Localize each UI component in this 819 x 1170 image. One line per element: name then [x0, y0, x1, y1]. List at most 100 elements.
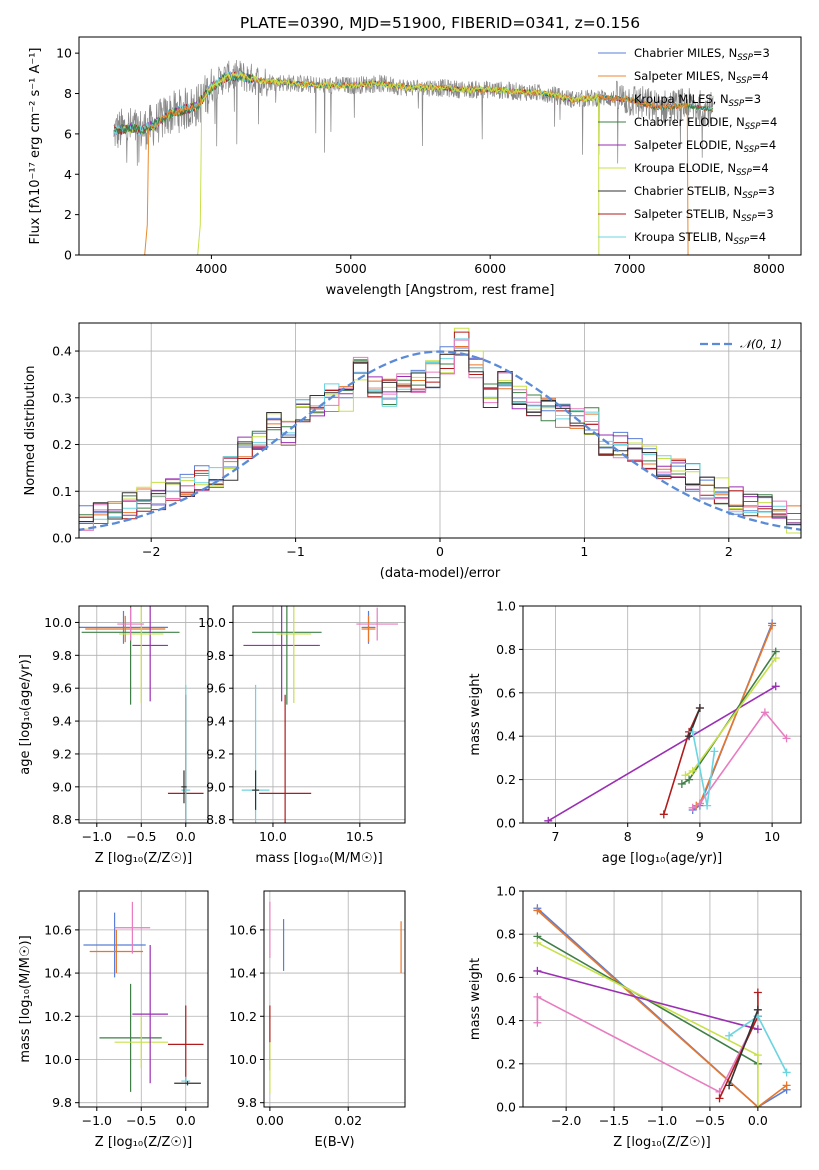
plus-marker — [533, 992, 542, 1001]
y-tick-label: 9.2 — [206, 746, 226, 761]
x-tick-label: 10 — [764, 829, 780, 844]
x-tick-label: −1 — [286, 544, 304, 559]
plus-marker — [533, 938, 542, 947]
y-tick-label: 6 — [64, 126, 72, 141]
y-tick-label: 10.0 — [198, 615, 226, 630]
normal-curve-line — [79, 350, 801, 531]
y-tick-label: 9.0 — [52, 779, 72, 794]
y-tick-label: 0.3 — [52, 390, 72, 405]
axes-frame — [78, 605, 209, 824]
figure-title: PLATE=0390, MJD=51900, FIBERID=0341, z=0… — [240, 14, 640, 32]
y-tick-label: 9.6 — [52, 681, 72, 696]
x-tick-label: 0.0 — [176, 829, 196, 844]
plot-area — [533, 904, 791, 1107]
plot-area — [79, 606, 204, 823]
x-tick-label: 2 — [725, 544, 733, 559]
plot-area — [83, 901, 204, 1092]
plus-marker — [760, 708, 769, 717]
axes-frame — [78, 36, 802, 256]
plus-marker — [725, 1081, 734, 1090]
plus-marker — [544, 816, 553, 823]
mass-weight-line — [728, 1009, 759, 1086]
y-tick-label: 0.8 — [496, 642, 516, 657]
mass-weight-line — [547, 685, 777, 822]
y-tick-label: 10.0 — [44, 615, 72, 630]
plus-marker — [685, 775, 694, 784]
plot-area — [269, 901, 402, 1095]
x-axis-label: Z [log₁₀(Z/Z☉)] — [95, 851, 192, 866]
y-tick-label: 9.8 — [237, 1095, 257, 1110]
plus-marker — [782, 734, 791, 743]
plus-marker — [695, 799, 704, 808]
plot-area — [79, 327, 801, 534]
legend-label: Chabrier STELIB, NSSP=3 — [634, 184, 775, 201]
y-tick-label: 0 — [64, 248, 72, 263]
plus-marker — [753, 1103, 762, 1107]
x-tick-label: 4000 — [196, 261, 228, 276]
x-tick-label: 8000 — [753, 261, 785, 276]
mass-weight-line — [536, 995, 759, 1093]
spectrum-legend: Chabrier MILES, NSSP=3 Salpeter MILES, NS… — [598, 46, 777, 247]
x-axis-label: mass [log₁₀(M/M☉)] — [255, 851, 382, 866]
x-axis-label: age [log₁₀(age/yr)] — [602, 851, 723, 866]
x-tick-label: 8 — [624, 829, 632, 844]
axes-frame — [78, 890, 209, 1108]
x-tick-label: 6000 — [474, 261, 506, 276]
axes-frame — [263, 890, 406, 1108]
plus-marker — [753, 1005, 762, 1014]
y-tick-label: 0.4 — [52, 344, 72, 359]
mass-weight-vs-age-panel: 7 8 9 10 0.0 0.2 0.4 0.6 0.8 1.0 age [log₁₀(age/yr… — [468, 599, 802, 866]
age-vs-mass-panel: 10.0 10.5 8.8 9.0 9.2 9.4 9.6 9.8 10.0 mass [log₁… — [198, 605, 406, 866]
plus-marker — [771, 654, 780, 663]
mass-weight-line — [536, 907, 788, 1107]
legend-label: Salpeter MILES, NSSP=4 — [634, 69, 769, 86]
y-tick-label: 0.6 — [496, 970, 516, 985]
plus-marker — [771, 682, 780, 691]
x-tick-label: 0.00 — [256, 1113, 284, 1128]
y-tick-label: 10.0 — [229, 1052, 257, 1067]
x-tick-label: 10.0 — [259, 829, 287, 844]
x-tick-label: 0 — [436, 544, 444, 559]
plot-area — [241, 606, 399, 823]
x-tick-label: 7000 — [614, 261, 646, 276]
legend-label: Chabrier MILES, NSSP=3 — [634, 46, 770, 63]
y-tick-label: 0.0 — [52, 531, 72, 546]
x-tick-label: 0.02 — [334, 1113, 362, 1128]
mass-weight-line — [536, 909, 788, 1107]
x-tick-label: −1.0 — [82, 829, 112, 844]
x-axis-label: wavelength [Angstrom, rest frame] — [326, 283, 555, 298]
plus-marker — [695, 703, 704, 712]
plus-marker — [677, 779, 686, 788]
plus-marker — [533, 906, 542, 915]
x-tick-label: −0.5 — [126, 1113, 156, 1128]
plus-marker — [688, 803, 697, 812]
x-tick-label: 1 — [580, 544, 588, 559]
y-tick-label: 9.2 — [52, 746, 72, 761]
legend-label: Salpeter STELIB, NSSP=3 — [634, 207, 774, 224]
plus-marker — [533, 966, 542, 975]
model-cutoff-line — [197, 72, 600, 255]
y-tick-label: 0.1 — [52, 484, 72, 499]
y-tick-label: 9.4 — [206, 714, 226, 729]
model-spectrum-line — [113, 70, 713, 137]
plus-marker — [782, 1081, 791, 1090]
y-tick-label: 0.0 — [496, 816, 516, 831]
y-tick-label: 9.6 — [206, 681, 226, 696]
x-tick-label: −1.5 — [599, 1113, 629, 1128]
x-tick-label: 10.5 — [346, 829, 374, 844]
y-tick-label: 9.8 — [206, 648, 226, 663]
y-axis-label: mass weight — [468, 673, 483, 755]
x-tick-label: −2.0 — [551, 1113, 581, 1128]
y-axis-label: mass [log₁₀(M/M☉)] — [18, 935, 33, 1062]
y-tick-label: 10.6 — [44, 922, 72, 937]
y-tick-label: 0.2 — [496, 772, 516, 787]
y-tick-label: 9.4 — [52, 714, 72, 729]
y-tick-label: 9.0 — [206, 779, 226, 794]
mass-vs-extinction-panel: 0.00 0.02 9.8 10.0 10.2 10.4 10.6 E(B-V) — [229, 890, 406, 1150]
axes-frame — [232, 605, 406, 824]
legend-label: Kroupa STELIB, NSSP=4 — [634, 230, 766, 247]
x-tick-label: −1.0 — [647, 1113, 677, 1128]
y-tick-label: 1.0 — [496, 884, 516, 899]
plus-marker — [688, 727, 697, 736]
x-tick-label: 5000 — [335, 261, 367, 276]
